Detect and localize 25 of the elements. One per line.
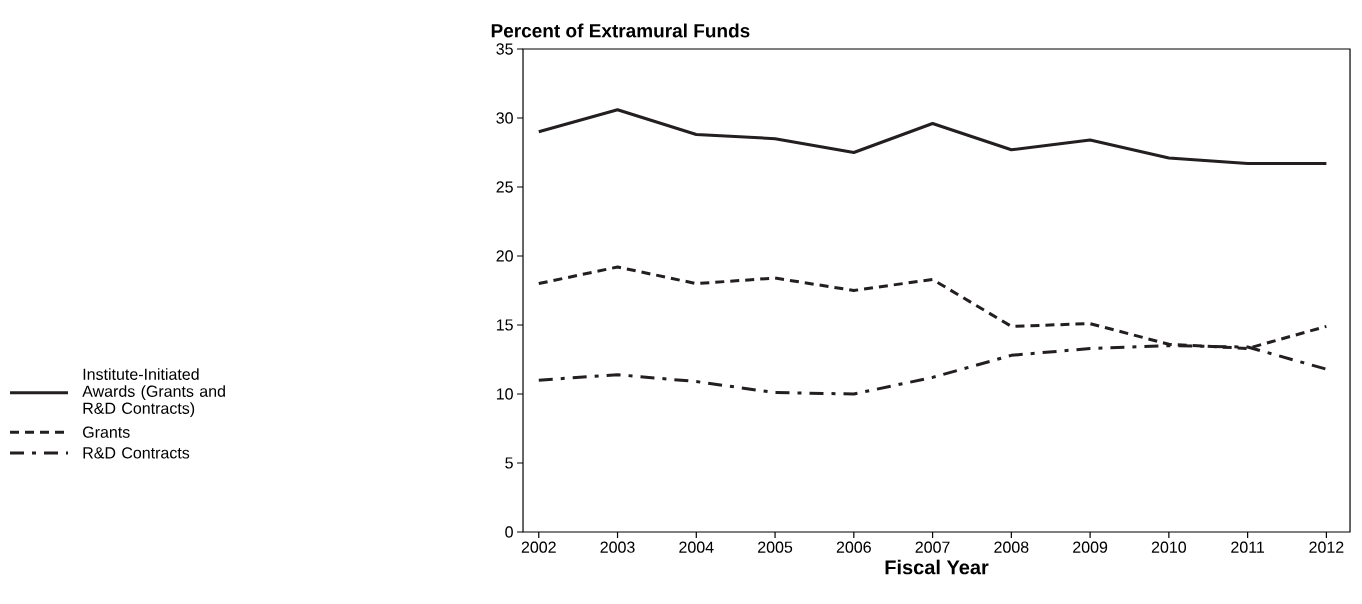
legend-label: Grants xyxy=(83,426,130,438)
x-tick-label: 2007 xyxy=(915,541,950,553)
x-tick-label: 2003 xyxy=(600,541,635,553)
x-tick-label: 2009 xyxy=(1073,541,1108,553)
legend-label: R&D Contracts xyxy=(83,447,190,459)
y-tick-label: 35 xyxy=(496,43,513,55)
y-tick-label: 10 xyxy=(496,388,513,400)
x-tick-label: 2005 xyxy=(758,541,793,553)
x-tick-label: 2012 xyxy=(1309,541,1344,553)
y-tick-label: 5 xyxy=(505,457,513,469)
y-tick-label: 0 xyxy=(505,526,513,538)
line-series xyxy=(537,108,1328,166)
legend-label: Institute-Initiated Awards (Grants and R&D Contracts) xyxy=(82,368,225,418)
x-tick-label: 2004 xyxy=(679,541,714,553)
x-tick-label: 2010 xyxy=(1151,541,1187,553)
y-tick-label: 15 xyxy=(496,319,513,331)
y-tick-label: 30 xyxy=(496,112,513,124)
chart-title: Percent of Extramural Funds xyxy=(491,23,750,38)
x-tick-label: 2011 xyxy=(1231,541,1265,553)
x-tick-label: 2008 xyxy=(994,541,1029,553)
y-tick-label: 25 xyxy=(496,181,513,193)
x-tick-label: 2002 xyxy=(521,541,556,553)
y-tick-label: 20 xyxy=(496,250,513,262)
x-axis-title: Fiscal Year xyxy=(885,559,989,575)
x-tick-label: 2006 xyxy=(836,541,871,553)
